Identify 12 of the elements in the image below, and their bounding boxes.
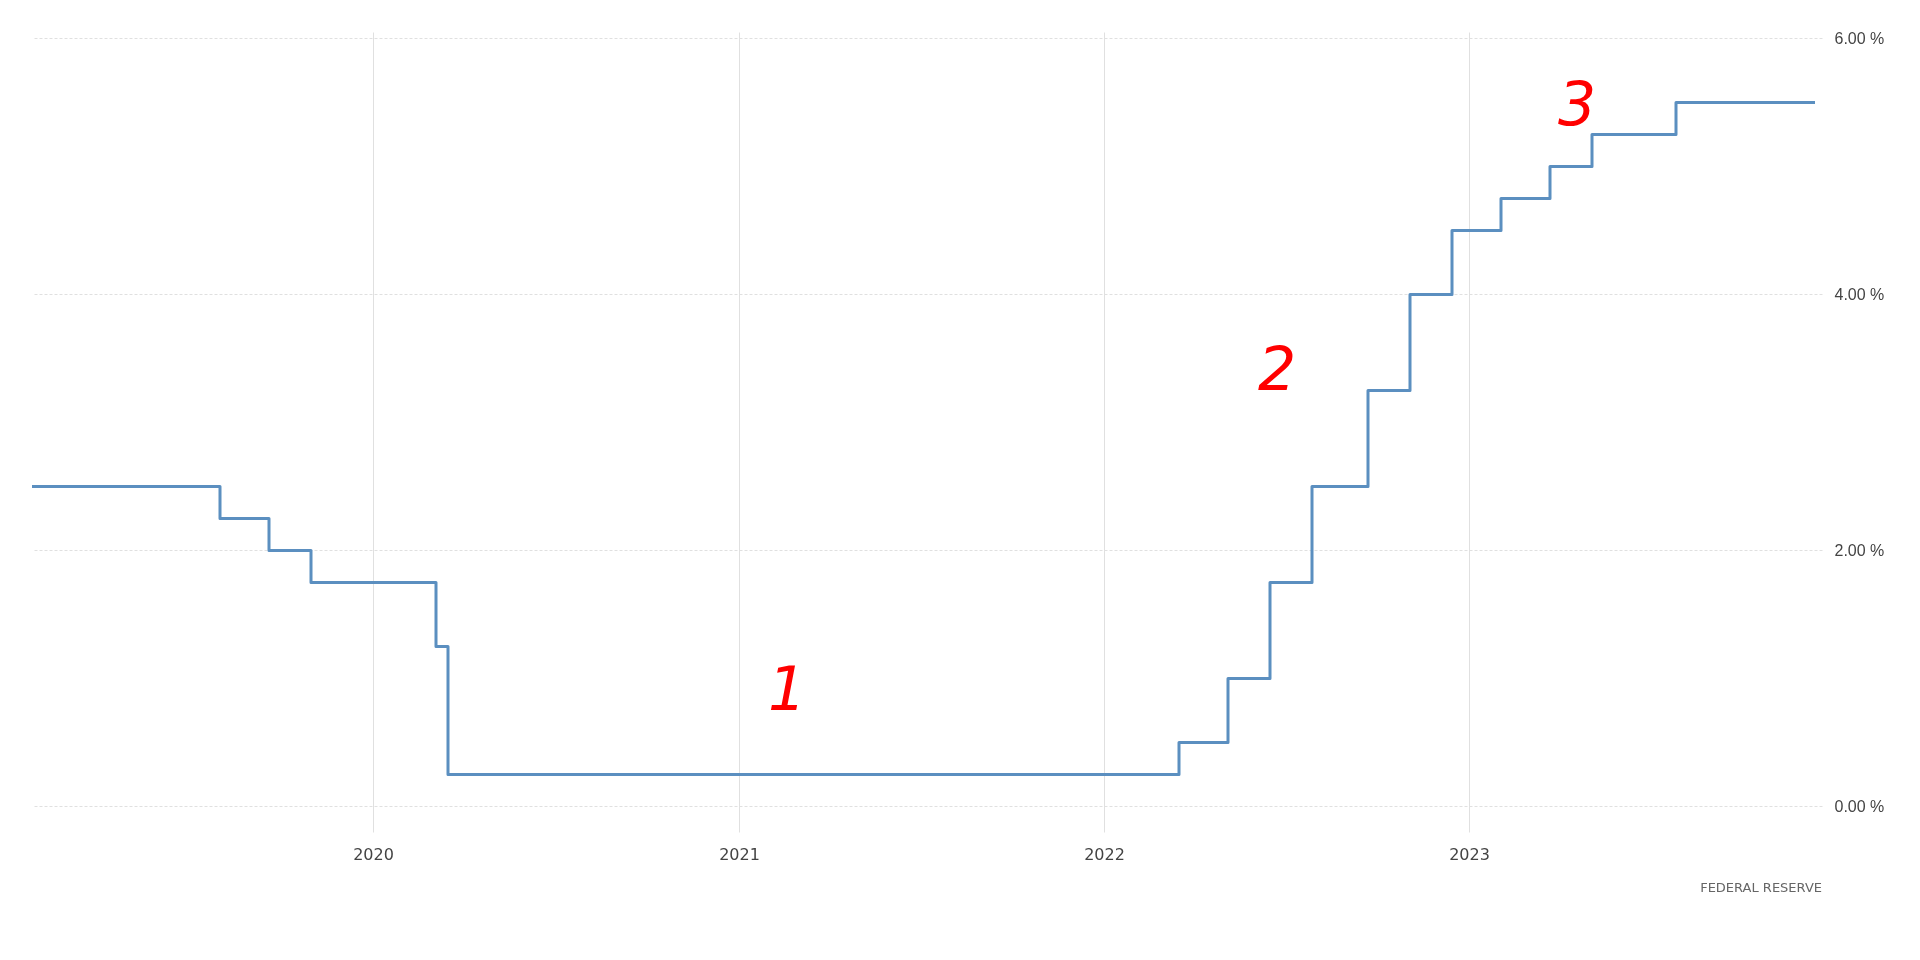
x-tick-label: 2023: [1449, 844, 1490, 864]
annotation: 2: [1257, 334, 1297, 404]
x-tick-label: 2022: [1084, 844, 1125, 864]
y-tick-label: 2.00 %: [1834, 541, 1885, 559]
y-tick-label: 4.00 %: [1834, 285, 1885, 303]
annotation: 3: [1557, 69, 1597, 139]
x-tick-label: 2021: [719, 844, 760, 864]
y-tick-label: 0.00 %: [1834, 797, 1885, 815]
y-tick-label: 6.00 %: [1834, 29, 1885, 47]
x-tick-label: 2020: [353, 844, 394, 864]
annotation: 1: [767, 654, 807, 724]
text: FEDERAL RESERVE: [1700, 880, 1822, 895]
